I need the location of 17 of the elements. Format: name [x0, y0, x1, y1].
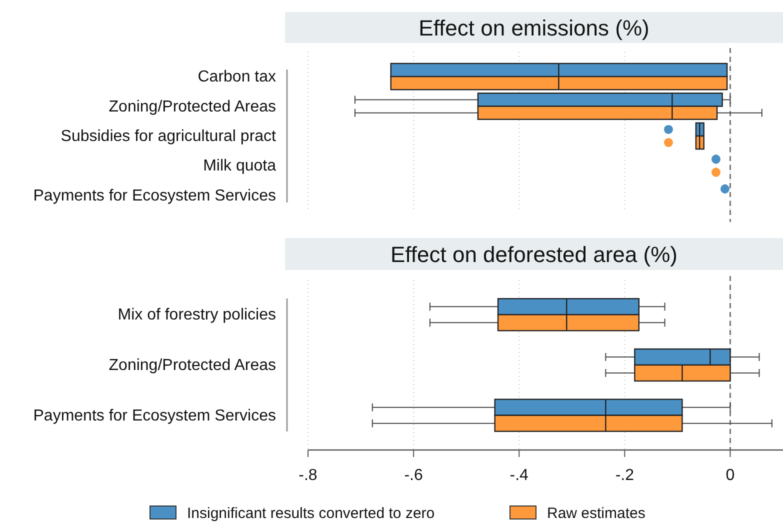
y-tick-label: Mix of forestry policies	[118, 306, 276, 324]
y-tick-label: Payments for Ecosystem Services	[33, 407, 276, 424]
y-tick-label: Subsidies for agricultural pract	[60, 128, 277, 145]
y-tick-label: Zoning/Protected Areas	[108, 98, 276, 116]
legend-label: Insignificant results converted to zero	[187, 505, 435, 522]
y-tick-label: Payments for Ecosystem Services	[33, 187, 276, 204]
x-tick-label: -.2	[615, 467, 634, 484]
x-tick-label: -.6	[404, 467, 423, 484]
legend-label: Raw estimates	[547, 505, 646, 522]
x-tick-label: 0	[726, 467, 735, 484]
chart-title: Effect on emissions (%)	[418, 16, 650, 40]
chart-title: Effect on deforested area (%)	[390, 242, 678, 267]
y-tick-label: Milk quota	[203, 158, 276, 175]
y-tick-label: Zoning/Protected Areas	[108, 357, 276, 374]
x-tick-label: -.8	[298, 467, 318, 484]
x-tick-label: -.4	[510, 467, 529, 484]
y-tick-label: Carbon tax	[198, 68, 276, 86]
